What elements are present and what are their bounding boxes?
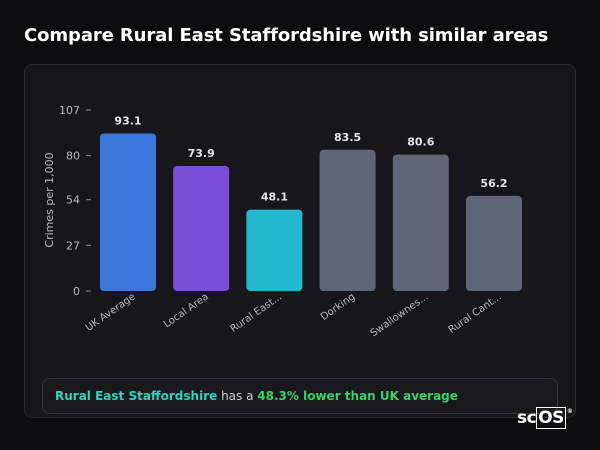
summary-comparison: 48.3% lower than UK average (257, 389, 458, 403)
x-tick-label: Rural East... (229, 291, 285, 335)
y-tick-label: 54 (66, 194, 80, 207)
value-labels: 93.1 73.9 48.1 83.5 80.6 56.2 (114, 115, 507, 204)
summary-connector: has a (221, 389, 254, 403)
bar-value-label: 93.1 (114, 115, 141, 128)
bar-value-label: 83.5 (334, 131, 361, 144)
logo-mark: ® (566, 408, 573, 415)
y-axis-label: Crimes per 1,000 (43, 152, 56, 247)
x-tick-label: Local Area (162, 291, 211, 330)
bar-value-label: 48.1 (261, 191, 288, 204)
logo-boxed: OS (536, 407, 566, 429)
logo-prefix: sc (517, 408, 537, 428)
bar[interactable] (100, 133, 156, 291)
bar[interactable] (173, 165, 230, 291)
bar[interactable] (392, 154, 449, 291)
bar[interactable] (246, 209, 303, 291)
page-title: Compare Rural East Staffordshire with si… (24, 25, 549, 46)
y-tick-label: 27 (66, 239, 80, 252)
y-axis: 0 27 54 80 107 (59, 104, 91, 298)
x-axis-labels: UK Average Local Area Rural East... Dorking… (84, 291, 504, 339)
x-tick-label: Dorking (319, 291, 357, 322)
bar-value-label: 73.9 (188, 147, 215, 160)
x-tick-label: Swallownes... (369, 291, 431, 339)
summary-banner: Rural East Staffordshire has a 48.3% low… (42, 378, 558, 414)
y-tick-label: 107 (59, 104, 80, 117)
y-tick-label: 80 (66, 150, 80, 163)
summary-area: Rural East Staffordshire (55, 389, 218, 403)
bar[interactable] (319, 149, 376, 291)
scos-logo: sc OS ® (517, 407, 573, 429)
bar-value-label: 56.2 (480, 177, 507, 190)
bars (100, 133, 522, 291)
x-tick-label: UK Average (84, 291, 138, 333)
y-tick-label: 0 (73, 285, 80, 298)
bar-value-label: 80.6 (407, 136, 434, 149)
bar[interactable] (466, 195, 522, 291)
x-tick-label: Rural Cant... (447, 291, 504, 336)
